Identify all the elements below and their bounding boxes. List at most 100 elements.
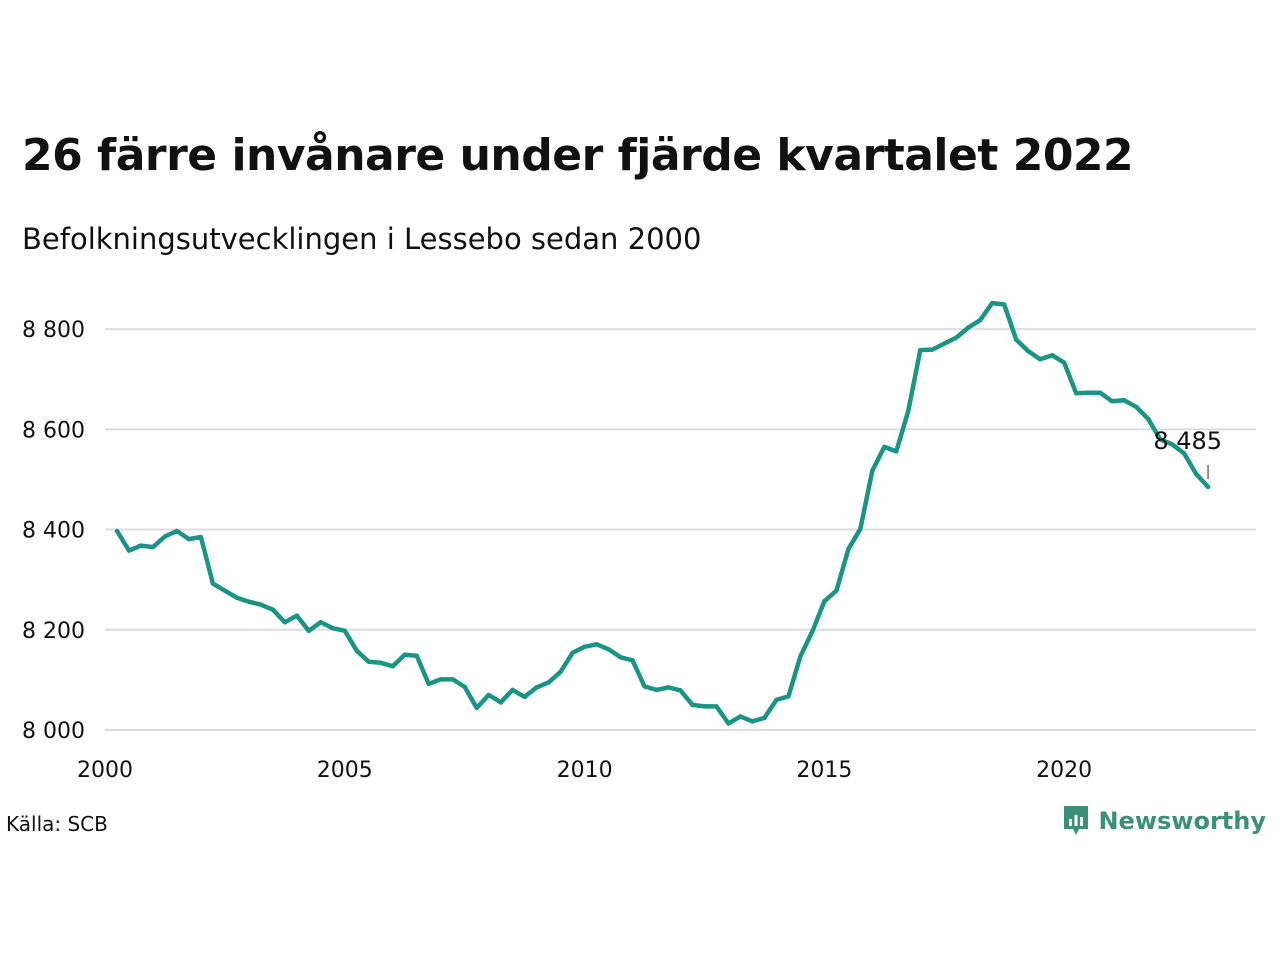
- data-point: [558, 669, 563, 675]
- data-point: [342, 628, 347, 633]
- y-tick-label: 8 000: [22, 719, 85, 744]
- gridlines: [105, 328, 1256, 731]
- data-point: [270, 607, 276, 612]
- data-point: [438, 677, 443, 682]
- data-point: [834, 588, 839, 593]
- data-point: [666, 685, 671, 690]
- data-point: [786, 694, 791, 699]
- x-tick-label: 2005: [317, 758, 373, 783]
- data-point: [162, 534, 168, 539]
- data-point: [714, 704, 719, 709]
- data-point: [1073, 391, 1079, 396]
- data-point: [1145, 416, 1151, 421]
- data-point: [1037, 356, 1043, 362]
- data-point: [498, 700, 503, 705]
- data-point: [1193, 471, 1199, 477]
- data-point: [222, 588, 228, 593]
- data-point: [1002, 302, 1007, 307]
- data-point: [942, 341, 947, 346]
- data-point: [582, 644, 587, 649]
- data-point: [450, 677, 455, 682]
- data-point: [1014, 337, 1019, 342]
- data-point: [378, 660, 383, 666]
- data-point: [690, 702, 695, 708]
- data-point: [534, 685, 539, 690]
- data-point: [234, 595, 240, 600]
- data-point: [1025, 348, 1031, 354]
- x-tick-label: 2020: [1036, 758, 1092, 783]
- series-layer: [114, 300, 1211, 726]
- data-point: [822, 598, 827, 604]
- data-point: [738, 714, 743, 719]
- data-point: [966, 325, 971, 330]
- data-point: [870, 468, 875, 474]
- source-note: Källa: SCB: [6, 812, 108, 836]
- data-point: [126, 548, 132, 553]
- y-tick-label: 8 600: [22, 418, 85, 443]
- data-point: [570, 650, 575, 655]
- data-point: [138, 543, 144, 548]
- data-point: [390, 664, 395, 669]
- data-point: [894, 449, 899, 454]
- data-point: [174, 528, 180, 534]
- data-point: [186, 536, 192, 542]
- data-point: [990, 300, 995, 306]
- data-point: [198, 534, 204, 540]
- data-point: [762, 715, 767, 721]
- x-tick-label: 2000: [77, 758, 133, 783]
- data-point: [1061, 360, 1067, 365]
- data-point: [678, 688, 683, 693]
- data-point: [726, 721, 731, 726]
- data-point: [1169, 442, 1175, 447]
- data-point: [1133, 404, 1139, 409]
- data-point: [594, 642, 599, 647]
- end-value-label: 8 485: [1153, 427, 1222, 455]
- data-point: [486, 692, 491, 698]
- data-point: [654, 687, 659, 693]
- y-tick-label: 8 200: [22, 619, 85, 644]
- data-point: [294, 613, 300, 618]
- end-label-group: 8 485: [1153, 427, 1222, 479]
- data-point: [150, 544, 156, 550]
- data-point: [606, 647, 611, 652]
- x-tick-label: 2015: [796, 758, 852, 783]
- data-point: [474, 705, 479, 711]
- data-point: [846, 546, 851, 552]
- data-point: [282, 620, 288, 625]
- data-point: [978, 317, 983, 323]
- y-tick-label: 8 400: [22, 519, 85, 544]
- chart-title: 26 färre invånare under fjärde kvartalet…: [22, 130, 1134, 181]
- data-point: [1109, 399, 1115, 404]
- data-point: [858, 526, 863, 532]
- data-point: [630, 658, 635, 663]
- data-point: [330, 626, 336, 631]
- data-point: [258, 602, 264, 607]
- data-point: [918, 347, 923, 353]
- data-point: [618, 655, 623, 660]
- data-point: [366, 659, 371, 665]
- data-point: [702, 704, 707, 709]
- y-tick-label: 8 800: [22, 318, 85, 343]
- data-point: [1205, 484, 1211, 490]
- chart-subtitle: Befolkningsutvecklingen i Lessebo sedan …: [22, 222, 702, 256]
- data-point: [1085, 390, 1091, 395]
- x-tick-label: 2010: [557, 758, 613, 783]
- data-point: [774, 697, 779, 703]
- series-line: [114, 300, 1211, 726]
- data-point: [426, 681, 431, 687]
- data-point: [402, 652, 407, 658]
- data-point: [810, 629, 815, 634]
- data-point: [414, 653, 419, 659]
- data-point: [1121, 398, 1127, 403]
- data-point: [750, 719, 755, 724]
- data-point: [1157, 437, 1163, 442]
- newsworthy-logo-icon: [1064, 806, 1089, 835]
- data-point: [546, 680, 551, 685]
- data-point: [906, 408, 911, 413]
- data-point: [318, 620, 324, 625]
- data-point: [642, 684, 647, 689]
- y-axis-ticks: 8 000 8 200 8 400 8 600 8 800: [22, 318, 85, 744]
- data-point: [930, 347, 935, 352]
- data-point: [798, 654, 803, 659]
